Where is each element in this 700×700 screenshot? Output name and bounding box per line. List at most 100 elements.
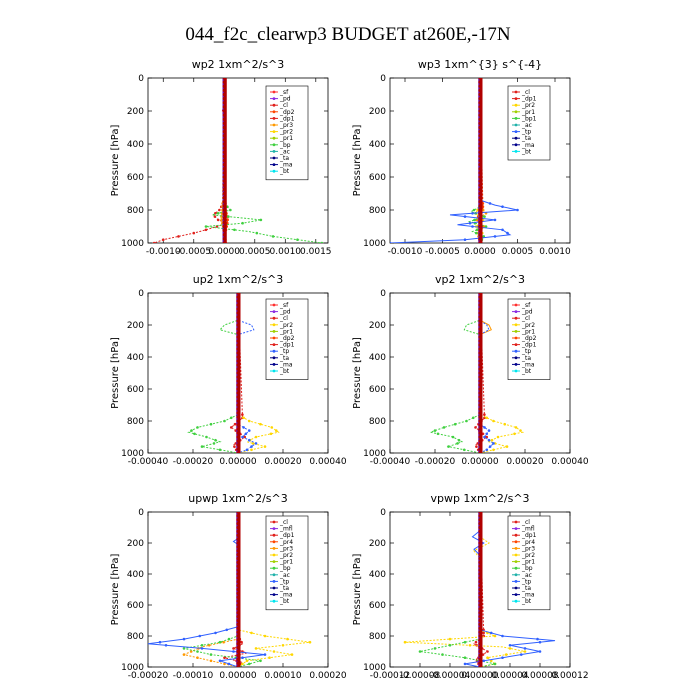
zero-profile-point: [478, 134, 482, 138]
series-point: [513, 432, 516, 436]
series-point: [218, 659, 222, 663]
zero-profile-point: [478, 109, 482, 113]
series-point: [483, 413, 486, 416]
y-tick-label: 400: [369, 140, 386, 150]
legend-label: _cl: [521, 315, 530, 322]
panel-title: vp2 1xm^2/s^3: [435, 273, 525, 286]
legend-label: _ta: [521, 585, 531, 592]
zero-profile-point: [222, 187, 226, 191]
zero-profile-point: [478, 580, 482, 584]
legend-label: _dp1: [279, 342, 295, 349]
zero-profile-point: [236, 646, 240, 650]
legend-label: _mfl: [521, 526, 535, 533]
x-tick-label: -0.00004: [430, 671, 471, 681]
zero-profile-point: [478, 216, 482, 220]
zero-profile-point: [478, 564, 482, 568]
x-tick-label: -0.00020: [173, 457, 214, 467]
legend-marker: [272, 349, 276, 353]
series-line-dp2: [428, 293, 481, 453]
zero-profile-point: [236, 295, 240, 299]
y-tick-label: 1000: [121, 239, 144, 249]
zero-profile-point: [236, 518, 240, 522]
series-point: [220, 218, 223, 222]
legend-marker: [272, 303, 276, 307]
y-tick-label: 400: [127, 353, 144, 363]
legend: _cl_dp1_pr2_pr1_bp1_ac_tp_ta_ma_bt: [507, 85, 551, 161]
plot-area: [428, 293, 525, 453]
zero-profile-point: [478, 171, 482, 175]
series-point: [475, 445, 478, 448]
series-point: [493, 634, 497, 638]
zero-profile-point: [478, 387, 482, 391]
legend-label: _pr1: [521, 109, 535, 116]
series-line-dp2: [187, 293, 239, 453]
series-point: [204, 228, 208, 232]
series-point: [485, 448, 489, 452]
series-point: [492, 442, 495, 445]
series-point: [205, 435, 208, 439]
series-point: [468, 644, 472, 647]
legend-marker: [272, 566, 276, 570]
zero-profile-point: [478, 383, 482, 387]
chart-panel-6: vpwp 1xm^2/s^302004006008001000-0.00012-…: [352, 492, 589, 681]
y-tick-label: 200: [127, 107, 144, 117]
zero-profile-point: [478, 220, 482, 224]
series-line-pr2: [404, 512, 526, 667]
x-tick-label: 0.0010: [539, 247, 571, 257]
chart-panel-5: upwp 1xm^2/s^3 0 200 400 600 800 1000-0.00020-…: [110, 492, 347, 681]
legend-marker: [272, 143, 276, 147]
series-point: [471, 225, 474, 228]
series-point: [247, 662, 251, 666]
y-tick-label: 800: [369, 632, 386, 642]
plot-area: [403, 512, 556, 667]
series-point: [193, 432, 196, 436]
series-point: [223, 662, 226, 666]
series-line-pr1: [237, 293, 280, 453]
zero-profile-point: [478, 299, 482, 303]
y-tick-label: 1000: [121, 663, 144, 673]
legend-marker: [514, 117, 518, 120]
zero-profile-point: [478, 347, 482, 351]
series-point: [453, 422, 457, 426]
legend-label: _dp1: [521, 342, 537, 349]
series-point: [296, 238, 299, 241]
zero-profile-point: [478, 196, 482, 200]
legend-label: _ac: [279, 572, 290, 579]
zero-profile-point: [478, 439, 482, 443]
legend-label: _bt: [279, 598, 290, 605]
series-point: [493, 235, 497, 238]
legend-label: _sf: [279, 302, 289, 309]
legend-marker: [272, 336, 276, 340]
legend-label: _ma: [521, 592, 535, 599]
zero-profile-point: [236, 595, 240, 599]
series-point: [243, 435, 247, 439]
zero-profile-point: [478, 419, 482, 423]
zero-profile-point: [478, 315, 482, 319]
series-point: [433, 429, 437, 432]
zero-profile-point: [236, 584, 240, 588]
series-point: [390, 241, 392, 243]
zero-profile-point: [478, 512, 482, 514]
zero-profile-point: [236, 375, 240, 379]
zero-profile-point: [236, 347, 240, 351]
y-tick-label: 600: [127, 173, 144, 183]
series-point: [482, 631, 485, 635]
zero-profile-point: [222, 142, 226, 146]
y-tick-label: 1000: [363, 663, 386, 673]
legend-label: _bt: [279, 368, 290, 375]
zero-profile-point: [236, 665, 240, 667]
legend-label: _dp1: [521, 96, 537, 103]
zero-profile-point: [478, 307, 482, 311]
series-point: [241, 221, 244, 225]
series-point: [418, 650, 422, 653]
legend-label: _pr1: [521, 328, 535, 335]
x-tick-label: 0.00000: [219, 457, 256, 467]
zero-profile-point: [478, 208, 482, 212]
series-point: [501, 205, 504, 208]
y-tick-label: 800: [369, 206, 386, 216]
legend-marker: [272, 169, 276, 173]
zero-profile-point: [478, 607, 482, 611]
zero-profile-point: [478, 618, 482, 623]
zero-profile-point: [478, 572, 482, 576]
legend-marker: [272, 316, 276, 320]
